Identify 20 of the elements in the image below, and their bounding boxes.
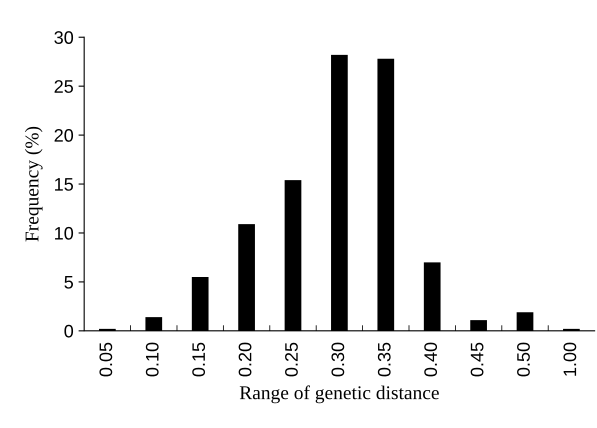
y-tick-label: 15 (55, 178, 74, 191)
x-tick-label: 0.50 (517, 342, 530, 376)
y-tick-label: 25 (54, 80, 74, 93)
x-axis-title: Range of genetic distance (240, 385, 439, 404)
y-tick-label: 20 (54, 129, 74, 142)
x-tick-label: 0.30 (331, 342, 344, 376)
x-tick-label: 0.25 (285, 342, 298, 376)
y-tick-label: 5 (64, 276, 74, 289)
x-tick-label: 0.40 (424, 342, 438, 376)
x-tick-label: 0.15 (192, 342, 206, 376)
x-tick-label: 0.45 (470, 342, 484, 376)
x-tick-label: 0.35 (378, 342, 391, 376)
x-tick-label: 1.00 (563, 342, 576, 376)
x-tick-label: 0.10 (146, 342, 159, 376)
y-tick-label: 30 (54, 31, 74, 44)
y-tick-label: 10 (55, 226, 74, 240)
y-axis-title: Frequency (%) (24, 126, 43, 242)
x-tick-label: 0.20 (238, 342, 252, 376)
x-tick-label: 0.05 (99, 342, 112, 376)
y-tick-label: 0 (64, 324, 74, 338)
